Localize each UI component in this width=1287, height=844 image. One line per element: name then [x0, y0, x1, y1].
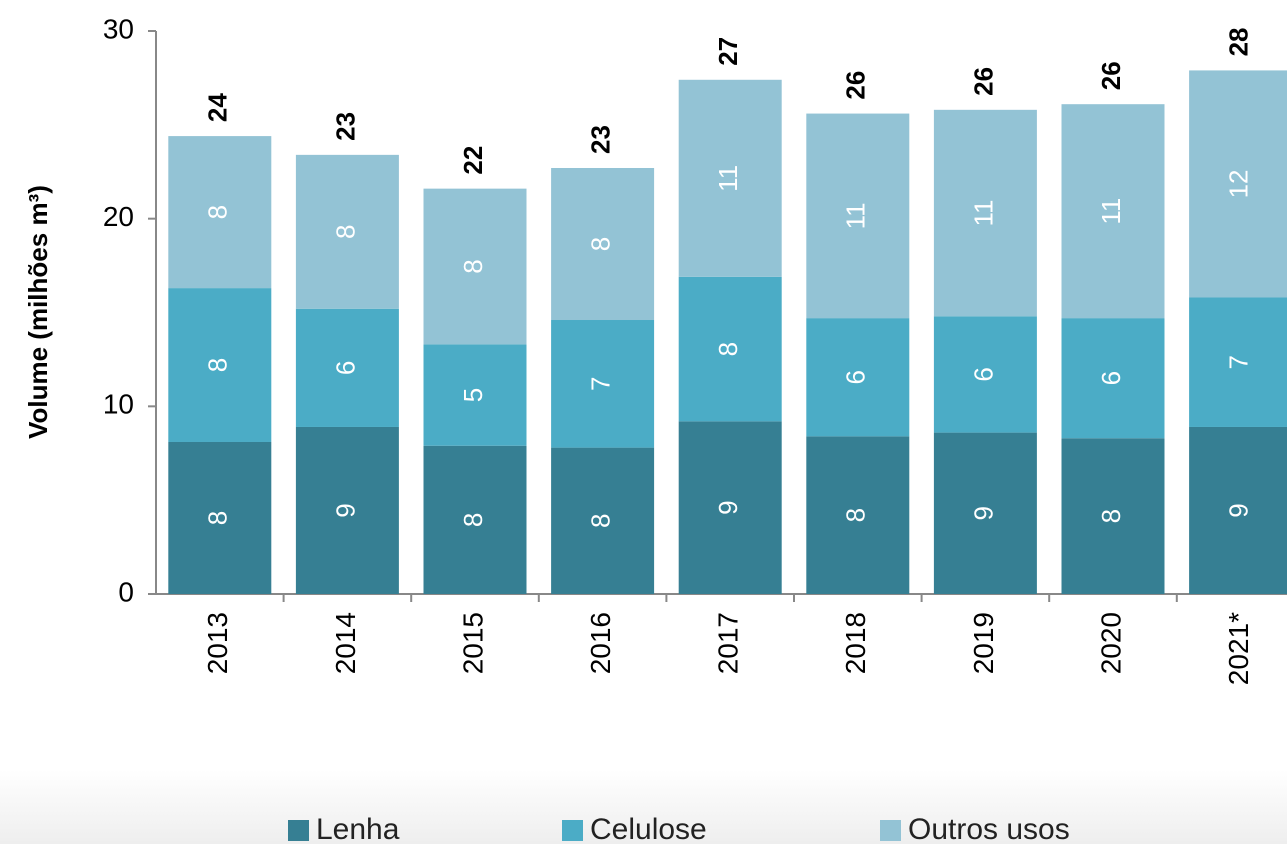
- segment-label: 9: [1223, 503, 1253, 517]
- total-label: 23: [330, 112, 360, 141]
- chart: Volume (milhões m³) 0 10 20 30 2013 8 8 8 24 2014…: [0, 0, 1287, 844]
- total-label: 22: [458, 146, 488, 175]
- y-axis-label: Volume (milhões m³): [23, 185, 53, 439]
- x-tick-label: 2018: [840, 612, 871, 674]
- total-label: 28: [1223, 27, 1253, 56]
- segment-label: 12: [1223, 169, 1253, 198]
- segment-label: 6: [1096, 371, 1126, 385]
- total-label: 26: [841, 71, 871, 100]
- x-tick-label: 2019: [968, 612, 999, 674]
- segment-label: 8: [458, 513, 488, 527]
- segment-label: 5: [458, 388, 488, 402]
- segment-label: 8: [713, 342, 743, 356]
- y-tick-label: 10: [103, 389, 134, 420]
- segment-label: 11: [1096, 198, 1126, 225]
- legend-swatch: [880, 820, 901, 841]
- legend-swatch: [288, 820, 309, 841]
- segment-label: 9: [330, 503, 360, 517]
- segment-label: 8: [585, 237, 615, 251]
- segment-label: 6: [968, 367, 998, 381]
- x-tick-label: 2020: [1095, 612, 1126, 674]
- segment-label: 9: [713, 500, 743, 514]
- page: Volume (milhões m³) 0 10 20 30 2013 8 8 8 24 2014…: [0, 0, 1287, 844]
- legend-label: Celulose: [590, 813, 707, 844]
- segment-label: 8: [458, 259, 488, 273]
- segment-label: 11: [841, 202, 871, 229]
- segment-label: 6: [841, 370, 871, 384]
- segment-label: 7: [1223, 355, 1253, 369]
- y-tick-label: 20: [103, 201, 134, 232]
- total-label: 23: [585, 125, 615, 154]
- segment-label: 11: [713, 165, 743, 192]
- segment-label: 8: [585, 514, 615, 528]
- x-tick-label: 2014: [330, 612, 361, 674]
- segment-label: 8: [1096, 509, 1126, 523]
- segment-label: 7: [585, 377, 615, 391]
- total-label: 26: [968, 67, 998, 96]
- legend-label: Outros usos: [908, 813, 1070, 844]
- segment-label: 11: [968, 200, 998, 227]
- x-tick-label: 2017: [713, 612, 744, 674]
- total-label: 26: [1096, 61, 1126, 90]
- segment-label: 9: [968, 506, 998, 520]
- y-tick-label: 0: [118, 576, 134, 607]
- x-tick-label: 2015: [457, 612, 488, 674]
- segment-label: 8: [841, 508, 871, 522]
- total-label: 27: [713, 37, 743, 66]
- segment-label: 8: [330, 225, 360, 239]
- y-tick-label: 30: [103, 13, 134, 44]
- total-label: 24: [203, 93, 233, 122]
- segment-label: 8: [203, 511, 233, 525]
- segment-label: 8: [203, 358, 233, 372]
- segment-label: 8: [203, 205, 233, 219]
- x-tick-label: 2016: [585, 612, 616, 674]
- x-tick-label: 2021*: [1223, 612, 1254, 685]
- legend-label: Lenha: [316, 813, 400, 844]
- x-tick-label: 2013: [202, 612, 233, 674]
- segment-label: 6: [330, 361, 360, 375]
- legend-swatch: [562, 820, 583, 841]
